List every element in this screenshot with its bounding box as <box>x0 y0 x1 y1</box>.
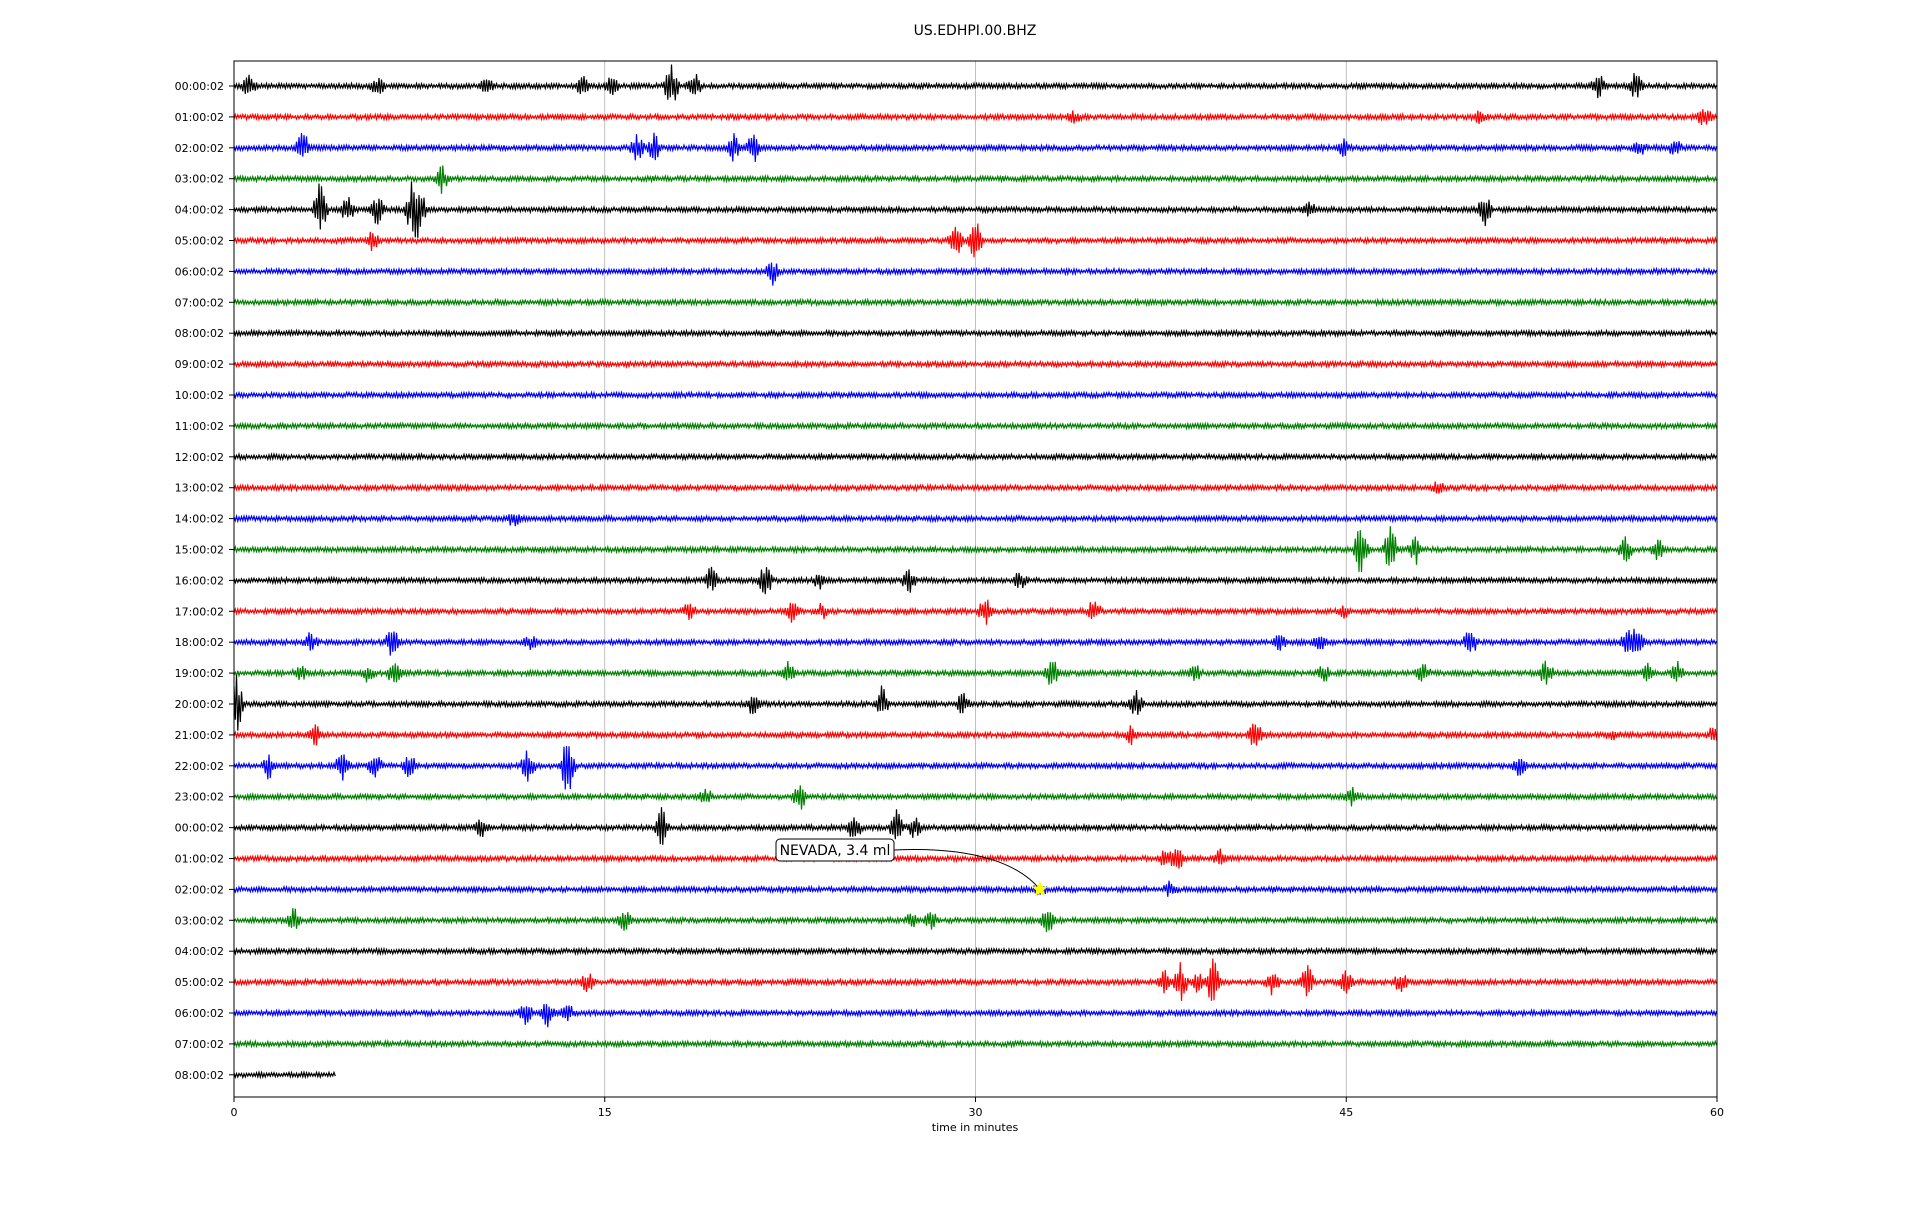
y-tick-label: 21:00:02 <box>175 729 224 742</box>
y-tick-label: 00:00:02 <box>175 822 224 835</box>
y-tick-label: 02:00:02 <box>175 883 224 896</box>
y-tick-label: 05:00:02 <box>175 976 224 989</box>
trace-row-24 <box>233 807 1718 845</box>
trace-row-1 <box>233 109 1718 125</box>
trace-row-28 <box>233 946 1718 957</box>
y-tick-label: 16:00:02 <box>175 574 224 587</box>
trace-row-25 <box>233 848 1718 869</box>
y-tick-label: 09:00:02 <box>175 358 224 371</box>
trace-row-8 <box>233 328 1718 339</box>
trace-row-16 <box>233 566 1718 595</box>
y-tick-label: 23:00:02 <box>175 791 224 804</box>
trace-row-32 <box>233 1069 336 1080</box>
y-tick-label: 05:00:02 <box>175 235 224 248</box>
trace-row-21 <box>233 723 1718 746</box>
y-tick-label: 02:00:02 <box>175 142 224 155</box>
trace-layer <box>233 64 1718 1080</box>
y-tick-label: 00:00:02 <box>175 80 224 93</box>
y-tick-label: 22:00:02 <box>175 760 224 773</box>
trace-row-15 <box>233 526 1718 573</box>
y-tick-label: 13:00:02 <box>175 482 224 495</box>
trace-row-19 <box>233 660 1718 685</box>
y-tick-label: 03:00:02 <box>175 173 224 186</box>
trace-row-31 <box>233 1038 1718 1049</box>
trace-row-27 <box>233 908 1718 933</box>
y-tick-label: 10:00:02 <box>175 389 224 402</box>
y-tick-label: 07:00:02 <box>175 1038 224 1051</box>
trace-row-7 <box>233 297 1718 308</box>
y-tick-label: 20:00:02 <box>175 698 224 711</box>
trace-row-29 <box>233 958 1718 1002</box>
chart-title: US.EDHPI.00.BHZ <box>914 23 1037 39</box>
trace-row-23 <box>233 785 1718 810</box>
annotation-layer: NEVADA, 3.4 ml <box>775 838 1049 897</box>
trace-row-0 <box>233 64 1718 101</box>
trace-row-18 <box>233 628 1718 656</box>
x-tick-label: 0 <box>231 1106 238 1119</box>
trace-row-14 <box>233 513 1718 527</box>
y-tick-label: 07:00:02 <box>175 296 224 309</box>
x-axis-title: time in minutes <box>932 1121 1019 1134</box>
trace-row-26 <box>233 880 1718 897</box>
y-tick-label: 15:00:02 <box>175 544 224 557</box>
x-tick-label: 30 <box>969 1106 983 1119</box>
y-tick-label: 18:00:02 <box>175 636 224 649</box>
trace-row-12 <box>233 451 1718 462</box>
annotation-label: NEVADA, 3.4 ml <box>780 843 891 859</box>
y-tick-label: 03:00:02 <box>175 914 224 927</box>
trace-row-10 <box>233 390 1718 400</box>
x-tick-label: 60 <box>1710 1106 1724 1119</box>
trace-row-4 <box>233 181 1718 238</box>
trace-row-2 <box>233 132 1718 162</box>
trace-row-30 <box>233 1003 1718 1028</box>
y-tick-labels: 00:00:02 01:00:02 02:00:02 03:00:02 04:00:02… <box>175 80 234 1082</box>
y-tick-label: 04:00:02 <box>175 945 224 958</box>
y-tick-label: 19:00:02 <box>175 667 224 680</box>
x-tick-label: 45 <box>1339 1106 1353 1119</box>
y-tick-label: 11:00:02 <box>175 420 224 433</box>
trace-row-17 <box>233 599 1718 625</box>
trace-row-5 <box>233 223 1718 258</box>
y-tick-label: 01:00:02 <box>175 853 224 866</box>
y-tick-label: 04:00:02 <box>175 204 224 217</box>
annotation-box <box>775 838 895 862</box>
trace-row-13 <box>233 481 1718 494</box>
event-star-marker <box>1031 880 1049 897</box>
trace-row-3 <box>233 165 1718 194</box>
y-tick-label: 06:00:02 <box>175 1007 224 1020</box>
y-tick-label: 08:00:02 <box>175 1069 224 1082</box>
x-tick-labels: 0 15 30 45 60 <box>231 1097 1724 1119</box>
trace-row-9 <box>233 359 1718 370</box>
trace-row-11 <box>233 421 1718 431</box>
trace-row-20 <box>233 674 1718 731</box>
y-tick-label: 01:00:02 <box>175 111 224 124</box>
trace-row-22 <box>233 746 1718 790</box>
y-tick-label: 12:00:02 <box>175 451 224 464</box>
y-tick-label: 06:00:02 <box>175 265 224 278</box>
x-tick-label: 15 <box>598 1106 612 1119</box>
annotation-connector <box>893 848 1041 890</box>
y-tick-label: 17:00:02 <box>175 605 224 618</box>
y-tick-label: 08:00:02 <box>175 327 224 340</box>
trace-row-6 <box>233 262 1718 286</box>
y-tick-label: 14:00:02 <box>175 513 224 526</box>
